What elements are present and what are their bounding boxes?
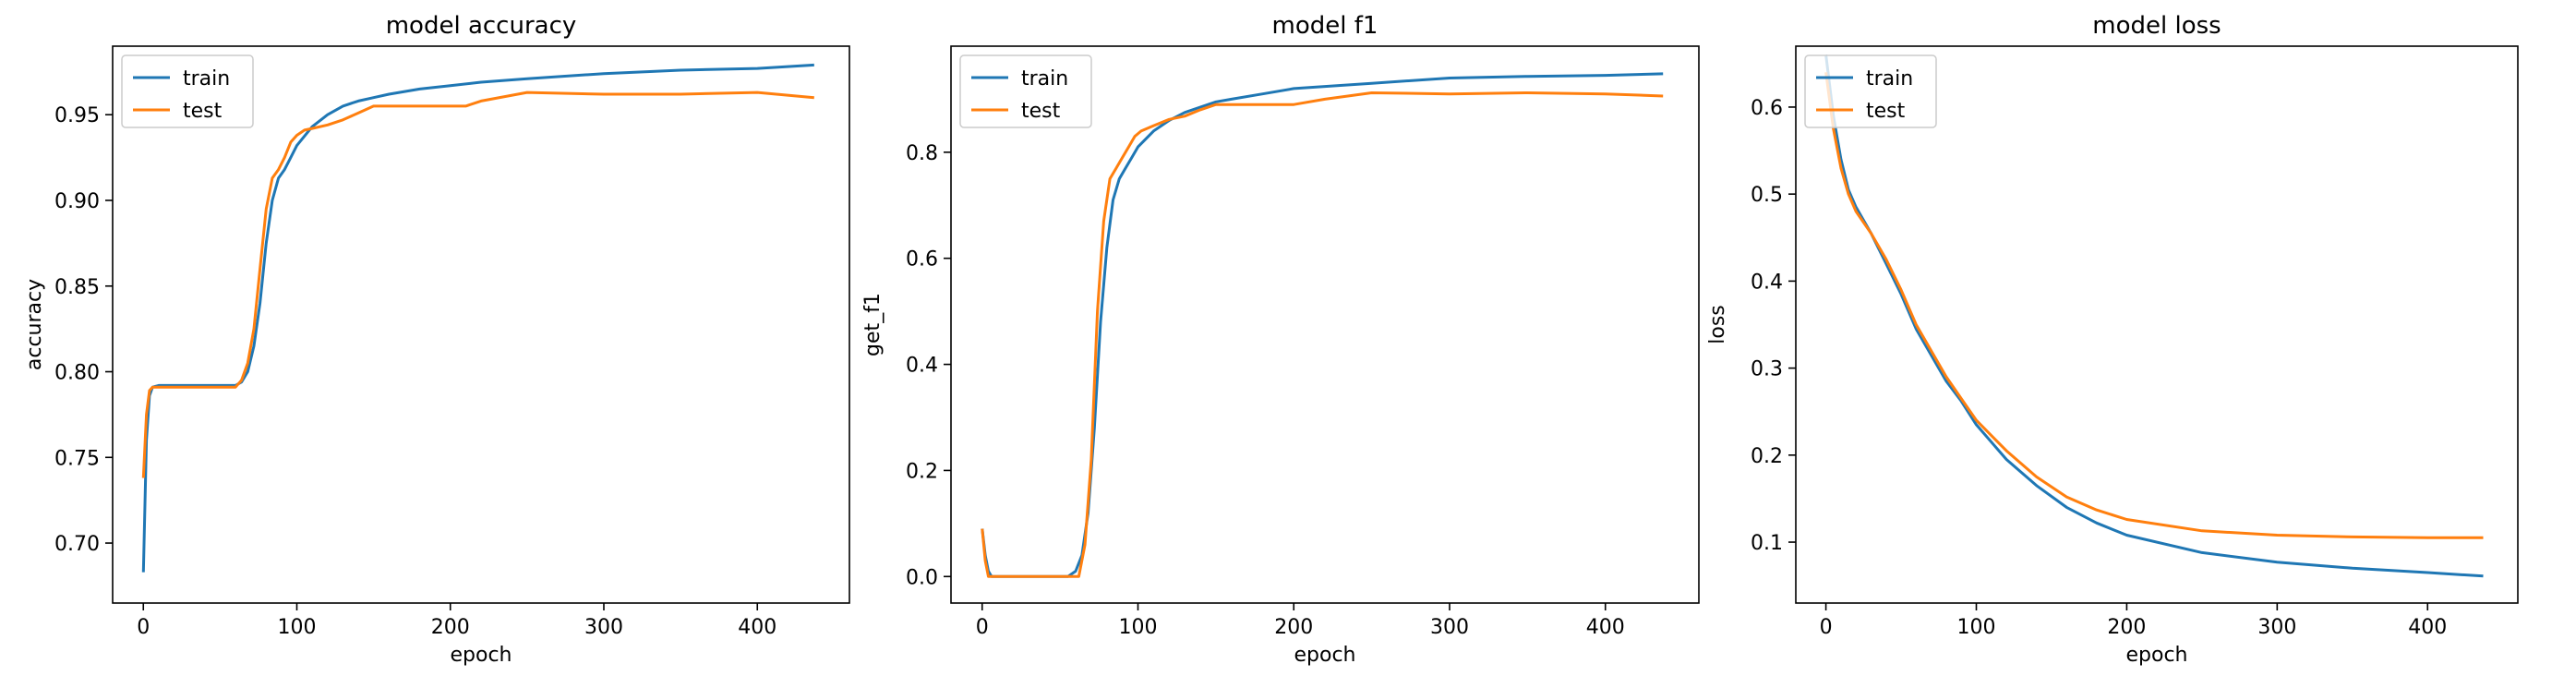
y-tick-label: 0.75 xyxy=(54,447,100,470)
x-tick-label: 100 xyxy=(1119,616,1158,639)
legend: train test xyxy=(1804,54,1937,128)
legend-label-train: train xyxy=(1021,67,1068,91)
y-tick-label: 0.90 xyxy=(54,190,100,213)
y-tick-label: 0.2 xyxy=(906,460,938,483)
y-tick-label: 0.6 xyxy=(906,248,938,272)
x-tick-label: 300 xyxy=(584,616,623,639)
legend: train test xyxy=(959,54,1092,128)
x-axis-label: epoch xyxy=(2126,644,2188,667)
plot-frame xyxy=(1795,45,2519,604)
y-tick-label: 0.95 xyxy=(54,104,100,127)
x-tick-label: 400 xyxy=(2408,616,2447,639)
y-tick-label: 0.5 xyxy=(1751,184,1783,207)
x-tick-label: 100 xyxy=(278,616,317,639)
x-tick-label: 0 xyxy=(1820,616,1833,639)
legend-label-train: train xyxy=(1866,67,1913,91)
legend-label-train: train xyxy=(183,67,230,91)
y-tick-label: 0.85 xyxy=(54,276,100,299)
chart-title: model loss xyxy=(2092,12,2221,40)
series-line-test xyxy=(981,91,1664,578)
y-axis-label: get_f1 xyxy=(861,293,885,356)
y-axis-label: loss xyxy=(1706,305,1729,344)
y-tick-label: 0.3 xyxy=(1751,358,1783,381)
x-tick-label: 0 xyxy=(976,616,989,639)
y-tick-label: 0.8 xyxy=(906,142,938,165)
y-tick-label: 0.6 xyxy=(1751,97,1783,120)
chart-title: model f1 xyxy=(1272,12,1378,40)
x-tick-label: 0 xyxy=(137,616,150,639)
y-tick-label: 0.2 xyxy=(1751,445,1783,468)
y-tick-label: 0.80 xyxy=(54,362,100,385)
x-tick-label: 200 xyxy=(1274,616,1313,639)
y-tick-label: 0.4 xyxy=(906,355,938,378)
series-line-train xyxy=(981,72,1664,578)
chart-title: model accuracy xyxy=(386,12,577,40)
x-tick-label: 200 xyxy=(2107,616,2146,639)
y-tick-label: 0.4 xyxy=(1751,271,1783,294)
x-axis-label: epoch xyxy=(451,644,512,667)
y-tick-label: 0.1 xyxy=(1751,532,1783,555)
x-tick-label: 100 xyxy=(1957,616,1996,639)
plot-frame xyxy=(112,45,850,604)
y-tick-label: 0.70 xyxy=(54,533,100,556)
x-tick-label: 200 xyxy=(431,616,470,639)
chart-panel-2: 0 100 200 300 400 0.0 0.2 0.4 0.6 0.8 model f1 epoc… xyxy=(861,12,1700,667)
x-axis-label: epoch xyxy=(1294,644,1356,667)
x-tick-label: 300 xyxy=(2257,616,2296,639)
series-line-train xyxy=(141,63,814,573)
series-line-test xyxy=(141,91,814,478)
series-line-test xyxy=(1824,72,2484,539)
y-axis-label: accuracy xyxy=(23,279,46,370)
legend-label-test: test xyxy=(1866,100,1906,123)
y-tick-label: 0.0 xyxy=(906,566,938,589)
x-tick-label: 400 xyxy=(738,616,776,639)
series-line-train xyxy=(1824,54,2484,578)
x-tick-label: 400 xyxy=(1586,616,1625,639)
legend: train test xyxy=(121,54,254,128)
legend-label-test: test xyxy=(1021,100,1061,123)
legend-label-test: test xyxy=(183,100,223,123)
chart-panel-1: 0 100 200 300 400 0.70 0.75 0.80 0.85 0.90 0.95 mod… xyxy=(23,12,850,667)
x-tick-label: 300 xyxy=(1430,616,1469,639)
chart-panel-3: 0 100 200 300 400 0.1 0.2 0.3 0.4 0.5 0.6 model los… xyxy=(1706,12,2519,667)
plot-frame xyxy=(950,45,1700,604)
